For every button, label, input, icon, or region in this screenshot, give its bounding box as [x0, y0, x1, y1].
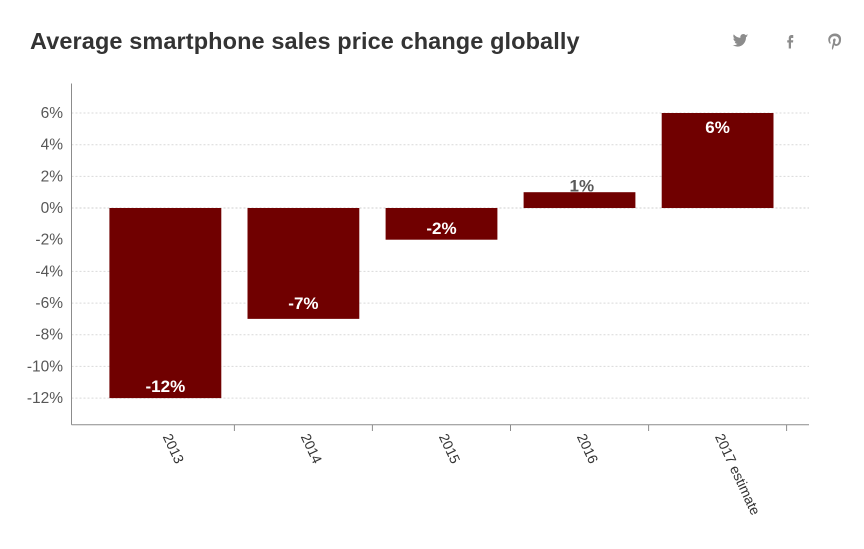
- svg-text:2016: 2016: [574, 431, 602, 466]
- svg-text:6%: 6%: [41, 105, 64, 122]
- svg-text:2015: 2015: [436, 431, 464, 466]
- svg-text:-7%: -7%: [288, 294, 318, 313]
- svg-text:2017 estimate: 2017 estimate: [712, 431, 764, 518]
- svg-text:2%: 2%: [41, 168, 64, 185]
- svg-text:-12%: -12%: [146, 377, 186, 396]
- svg-text:2013: 2013: [160, 431, 188, 466]
- svg-text:2014: 2014: [298, 431, 326, 466]
- svg-text:-6%: -6%: [35, 295, 63, 312]
- svg-text:-2%: -2%: [426, 219, 456, 238]
- svg-text:4%: 4%: [41, 137, 64, 154]
- svg-text:6%: 6%: [705, 118, 730, 137]
- svg-text:-10%: -10%: [27, 358, 63, 375]
- svg-text:-12%: -12%: [27, 390, 63, 407]
- svg-text:0%: 0%: [41, 200, 64, 217]
- svg-text:-2%: -2%: [35, 232, 63, 249]
- svg-text:1%: 1%: [570, 177, 595, 196]
- svg-text:-4%: -4%: [35, 263, 63, 280]
- svg-text:-8%: -8%: [35, 327, 63, 344]
